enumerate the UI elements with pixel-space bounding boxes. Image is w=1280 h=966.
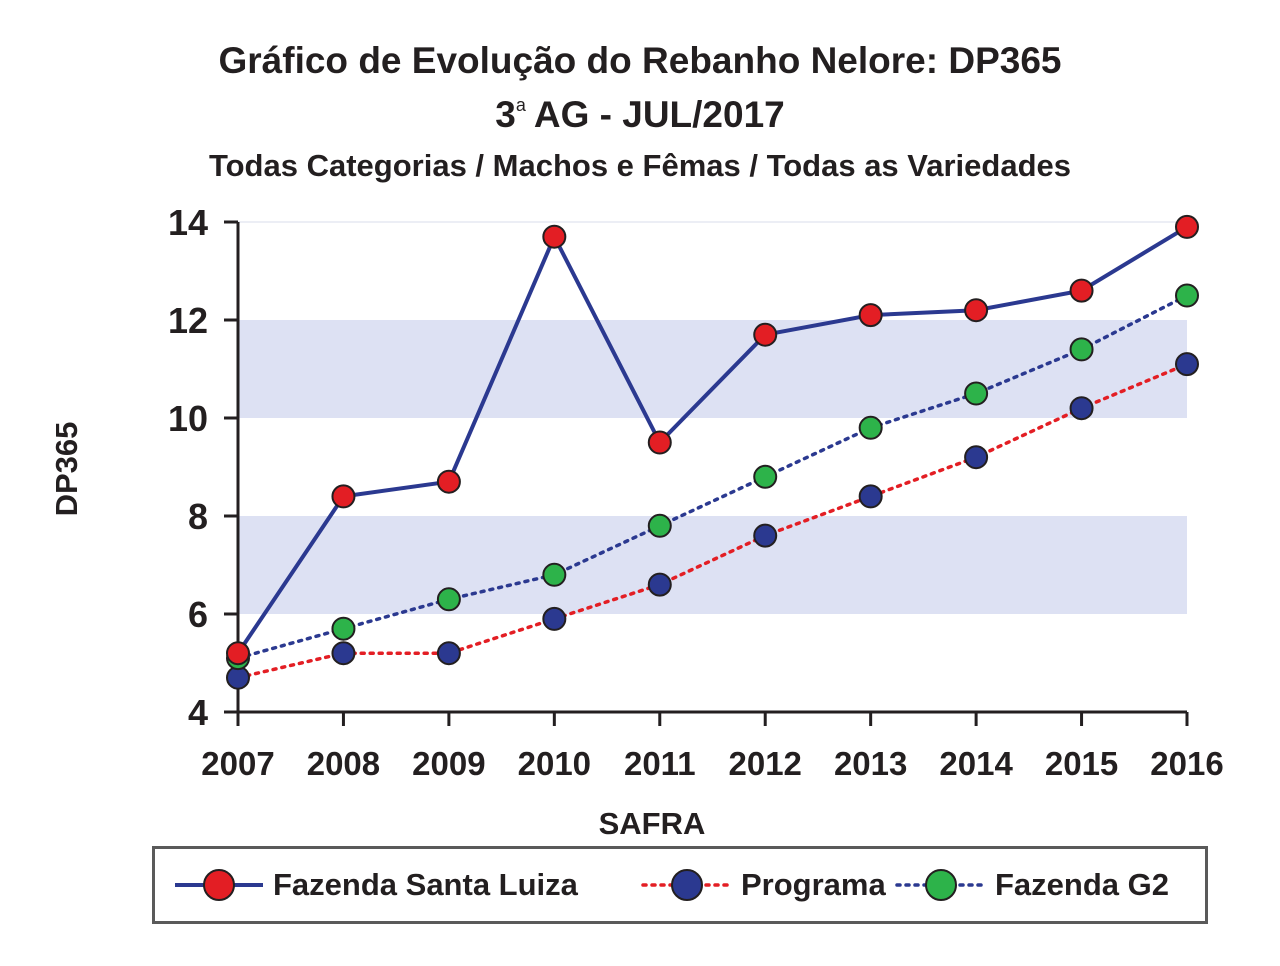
subtitle-superscript: a — [515, 95, 526, 115]
legend-label: Programa — [741, 867, 886, 902]
shaded-band-0 — [238, 516, 1187, 614]
series-line-0 — [236, 225, 1189, 655]
legend-marker — [925, 869, 957, 901]
data-point-1-2014 — [964, 445, 989, 470]
x-tick-label: 2011 — [624, 745, 696, 782]
data-point-1-2008 — [331, 641, 356, 666]
chart-subtitle: 3a AG - JUL/2017 — [70, 94, 1210, 136]
y-tick-label: 6 — [188, 594, 208, 635]
data-point-0-2010 — [542, 224, 567, 249]
y-tick-label: 12 — [168, 300, 208, 341]
x-tick-label: 2012 — [729, 745, 802, 782]
legend-item-0: Fazenda Santa Luiza — [173, 849, 578, 921]
data-point-0-2013 — [858, 303, 883, 328]
series-line-1 — [236, 362, 1189, 680]
legend-swatch — [641, 869, 733, 901]
data-point-0-2008 — [331, 484, 356, 509]
legend-marker — [203, 869, 235, 901]
legend-swatch — [895, 869, 987, 901]
x-axis-label: SAFRA — [599, 806, 706, 841]
data-point-1-2010 — [542, 606, 567, 631]
subtitle-suffix: AG - JUL/2017 — [533, 94, 785, 135]
series-line-2 — [236, 293, 1189, 660]
data-point-0-2014 — [964, 298, 989, 323]
data-point-1-2016 — [1175, 352, 1199, 377]
y-tick-label: 10 — [168, 398, 208, 439]
x-tick-label: 2013 — [834, 745, 907, 782]
legend-label: Fazenda G2 — [995, 867, 1169, 902]
data-point-1-2011 — [647, 572, 672, 597]
chart-title: Gráfico de Evolução do Rebanho Nelore: D… — [218, 40, 1062, 81]
data-point-2-2014 — [964, 381, 989, 406]
data-point-2-2015 — [1069, 337, 1094, 362]
data-point-0-2009 — [436, 469, 461, 494]
x-tick-label: 2016 — [1150, 745, 1223, 782]
legend: Fazenda Santa Luiza Programa Fazenda G2 — [152, 846, 1208, 924]
legend-item-1: Programa — [641, 849, 886, 921]
legend-marker — [671, 869, 703, 901]
data-point-0-2011 — [647, 430, 672, 455]
legend-swatch — [175, 869, 263, 901]
x-tick-label: 2010 — [518, 745, 591, 782]
data-point-0-2015 — [1069, 278, 1094, 303]
data-point-1-2013 — [858, 484, 883, 509]
data-point-1-2015 — [1069, 396, 1094, 421]
legend-item-2: Fazenda G2 — [895, 849, 1169, 921]
x-tick-label: 2015 — [1045, 745, 1118, 782]
y-tick-label: 4 — [188, 692, 208, 733]
subtitle-prefix: 3 — [495, 94, 516, 135]
chart-subtitle-2: Todas Categorias / Machos e Fêmas / Toda… — [208, 148, 1072, 183]
shaded-band-1 — [238, 320, 1187, 418]
data-point-2-2013 — [858, 415, 883, 440]
x-tick-label: 2014 — [939, 745, 1013, 782]
x-tick-label: 2007 — [201, 745, 274, 782]
data-point-1-2009 — [436, 641, 461, 666]
legend-label: Fazenda Santa Luiza — [273, 867, 578, 902]
x-tick-label: 2009 — [412, 745, 485, 782]
data-point-2-2008 — [331, 616, 356, 641]
data-point-1-2012 — [753, 523, 778, 548]
data-point-2-2009 — [436, 587, 461, 612]
data-point-2-2011 — [647, 513, 672, 538]
data-point-0-2007 — [226, 641, 250, 666]
data-point-2-2012 — [753, 464, 778, 489]
data-point-0-2016 — [1175, 214, 1199, 239]
y-axis-label: DP365 — [49, 422, 84, 517]
y-tick-label: 14 — [168, 202, 208, 243]
data-point-0-2012 — [753, 322, 778, 347]
data-point-2-2010 — [542, 562, 567, 587]
x-tick-label: 2008 — [307, 745, 380, 782]
y-tick-label: 8 — [188, 496, 208, 537]
data-point-2-2016 — [1175, 283, 1199, 308]
